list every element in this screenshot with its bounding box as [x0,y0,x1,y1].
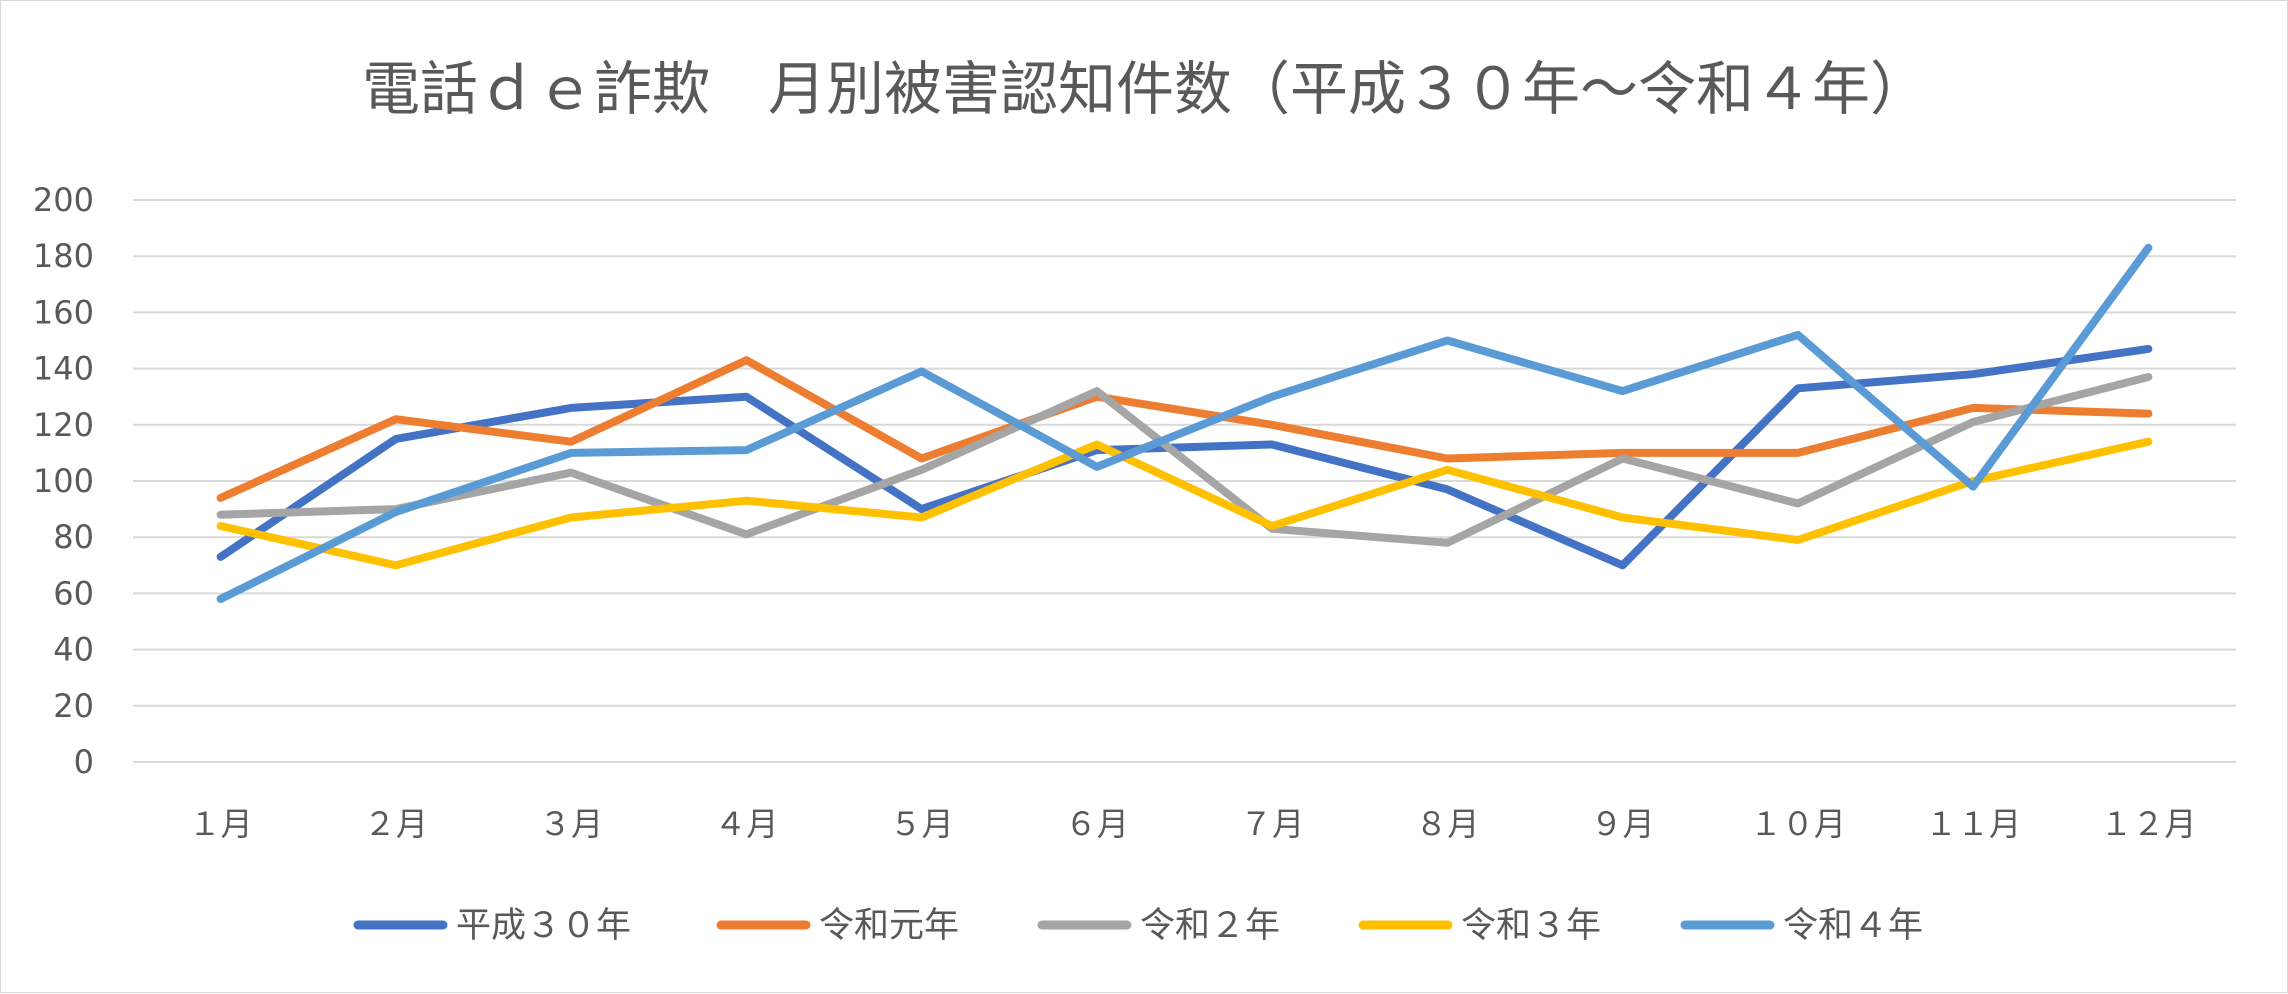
data-point [392,562,399,569]
data-point [1794,331,1801,338]
data-point [918,466,925,473]
data-point [2145,244,2152,251]
y-tick-label: 20 [53,687,94,725]
data-point [1619,388,1626,395]
series-lines [216,243,2153,603]
data-point [1269,393,1276,400]
data-point [568,404,575,411]
x-tick-label: １２月 [2100,805,2196,843]
y-tick-label: 120 [33,406,94,444]
data-point [217,494,224,501]
data-point [1444,539,1451,546]
data-point [1444,466,1451,473]
data-point [1093,463,1100,470]
data-point [1794,449,1801,456]
data-point [1093,441,1100,448]
legend-label-1: 令和元年 [819,906,959,946]
data-point [1970,371,1977,378]
legend-label-0: 平成３０年 [456,906,631,946]
x-axis-ticks: １月 ２月 ３月 ４月 ５月 ６月 ７月 ８月 ９月 １０月 １１月 １２月 [189,805,2197,843]
chart-title: 電話ｄｅ詐欺 月別被害認知件数（平成３０年～令和４年） [362,55,1928,123]
data-point [743,393,750,400]
data-point [217,553,224,560]
x-tick-label: ７月 [1240,805,1304,843]
y-tick-label: 40 [53,631,94,669]
data-point [392,435,399,442]
data-point [918,506,925,513]
x-tick-label: ４月 [714,805,778,843]
y-tick-label: 60 [53,574,94,612]
y-tick-label: 100 [33,462,94,500]
data-point [1794,537,1801,544]
data-point [568,469,575,476]
data-point [1619,449,1626,456]
data-point [918,368,925,375]
data-point [1269,522,1276,529]
data-point [392,416,399,423]
data-point [918,514,925,521]
data-point [2145,374,2152,381]
data-point [1269,421,1276,428]
x-tick-label: ３月 [539,805,603,843]
data-point [217,596,224,603]
data-point [2145,345,2152,352]
y-tick-label: 80 [53,518,94,556]
data-point [743,447,750,454]
legend-label-4: 令和４年 [1783,906,1923,946]
series-line-2 [216,373,2153,547]
y-tick-label: 0 [74,743,94,781]
data-point [1444,455,1451,462]
x-tick-label: １月 [189,805,253,843]
x-tick-label: ９月 [1591,805,1655,843]
data-point [743,357,750,364]
data-point [392,508,399,515]
x-tick-label: １１月 [1925,805,2021,843]
data-point [1619,455,1626,462]
data-point [1619,562,1626,569]
y-tick-label: 140 [33,350,94,388]
data-point [568,514,575,521]
data-point [1444,486,1451,493]
x-tick-label: ２月 [364,805,428,843]
x-tick-label: ６月 [1065,805,1129,843]
data-point [217,511,224,518]
data-point [1794,500,1801,507]
series-line-3 [216,437,2153,570]
data-point [1970,483,1977,490]
data-point [1619,514,1626,521]
data-point [1269,441,1276,448]
y-tick-label: 200 [33,181,94,219]
legend: 平成３０年 令和元年 令和２年 令和３年 令和４年 [353,906,1923,946]
x-tick-label: ８月 [1415,805,1479,843]
data-point [1970,418,1977,425]
data-point [1970,404,1977,411]
data-point [217,522,224,529]
legend-label-2: 令和２年 [1140,906,1280,946]
data-point [743,531,750,538]
y-tick-label: 180 [33,237,94,275]
legend-label-3: 令和３年 [1461,906,1601,946]
series-line-4 [216,243,2153,603]
data-point [568,449,575,456]
data-point [1794,385,1801,392]
data-point [743,497,750,504]
series-line-1 [216,356,2153,502]
data-point [2145,438,2152,445]
y-tick-label: 160 [33,293,94,331]
series-line-0 [216,344,2153,570]
data-point [568,438,575,445]
data-point [1093,388,1100,395]
x-tick-label: ５月 [890,805,954,843]
data-point [1444,337,1451,344]
y-axis-ticks: 0 20 40 60 80 100 120 140 160 180 200 [33,181,94,781]
x-tick-label: １０月 [1750,805,1846,843]
data-point [918,455,925,462]
data-point [2145,410,2152,417]
